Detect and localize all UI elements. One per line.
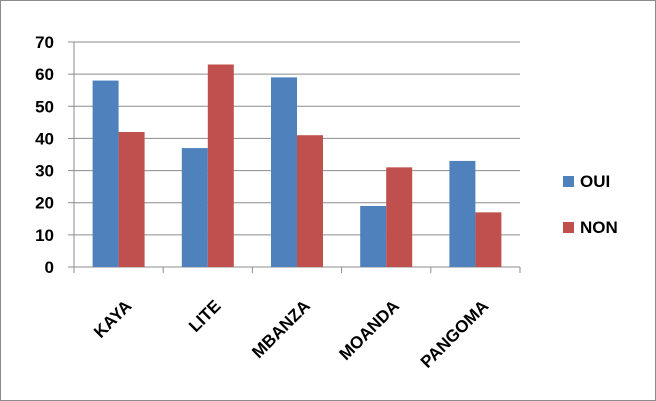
legend: OUI NON: [563, 172, 618, 237]
bar-oui-moanda: [360, 205, 387, 267]
legend-label-non: NON: [580, 218, 618, 237]
y-tick-label: 30: [35, 162, 54, 181]
y-tick-label: 10: [35, 226, 54, 245]
bar-non-moanda: [386, 167, 413, 267]
x-category-label: MOANDA: [335, 296, 403, 364]
legend-swatch-oui: [563, 176, 574, 187]
y-tick-label: 20: [35, 194, 54, 213]
legend-label-oui: OUI: [580, 172, 610, 191]
bar-non-pangoma: [475, 212, 502, 267]
bar-non-kaya: [118, 132, 145, 267]
bars: [92, 64, 502, 267]
bar-oui-mbanza: [271, 77, 297, 267]
bar-oui-kaya: [92, 80, 119, 267]
x-category-label: KAYA: [90, 296, 135, 341]
legend-swatch-non: [563, 222, 574, 233]
bar-non-mbanza: [297, 135, 323, 267]
y-tick-label: 70: [35, 33, 54, 52]
bar-oui-lite: [181, 148, 208, 267]
bar-non-lite: [207, 64, 234, 267]
y-tick-label: 40: [35, 129, 54, 148]
y-tick-label: 50: [35, 97, 54, 116]
x-category-label: MBANZA: [248, 296, 314, 362]
x-category-label: LITE: [185, 296, 224, 335]
y-tick-label: 0: [45, 258, 54, 277]
y-tick-label: 60: [35, 65, 54, 84]
bar-oui-pangoma: [449, 160, 476, 267]
x-category-label: PANGOMA: [417, 296, 492, 371]
